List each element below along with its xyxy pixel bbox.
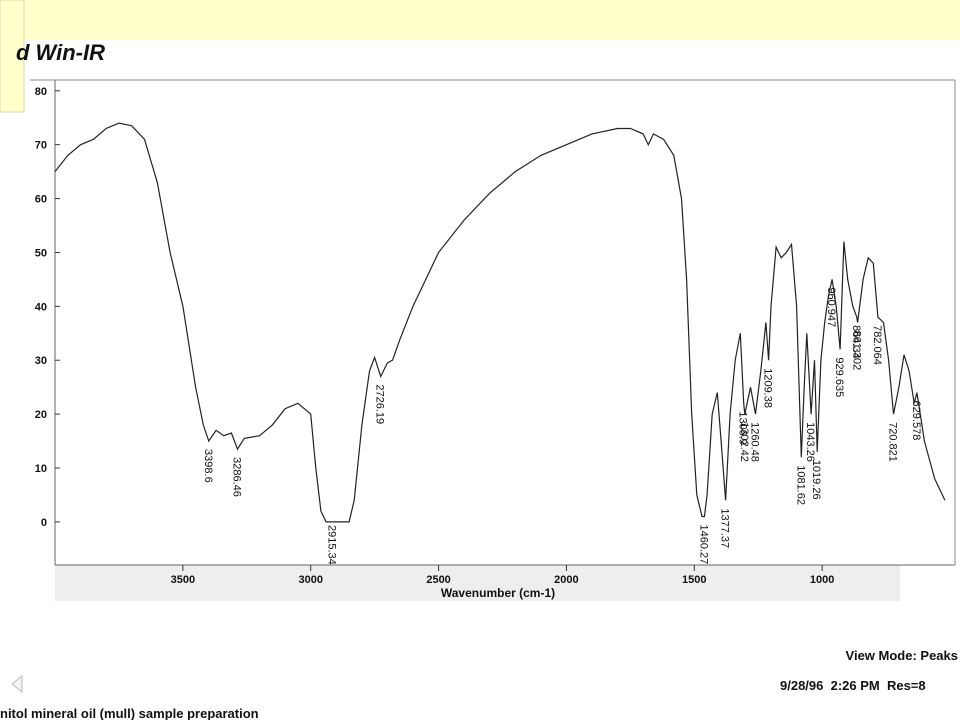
spectrum-line — [54, 122, 946, 523]
peak-label: 2915.34 — [325, 525, 337, 565]
sample-note: nitol mineral oil (mull) sample preparat… — [0, 706, 259, 720]
x-axis-label: Wavenumber (cm-1) — [441, 586, 555, 600]
x-tick-label: 1000 — [810, 574, 834, 586]
peak-label: 782.064 — [871, 325, 883, 365]
banner — [0, 0, 960, 40]
peak-label: 1377.37 — [719, 508, 731, 548]
peak-label: 2726.19 — [374, 384, 386, 424]
view-mode: View Mode: Peaks — [846, 648, 958, 663]
x-tick-label: 1500 — [682, 574, 706, 586]
y-tick-label: 40 — [35, 301, 47, 313]
peak-label: 1306.9 — [737, 411, 749, 445]
y-tick-label: 10 — [35, 463, 47, 475]
peak-label: 629.578 — [910, 401, 922, 441]
peak-label: 960.947 — [825, 287, 837, 327]
peak-label: 929.635 — [833, 357, 845, 397]
title: d Win-IR — [16, 40, 105, 65]
x-tick-label: 2000 — [554, 574, 578, 586]
peak-label: 1302.42 — [738, 422, 750, 462]
peak-label: 3286.46 — [230, 457, 242, 497]
y-tick-label: 70 — [35, 140, 47, 152]
timestamp: 9/28/96 2:26 PM Res=8 — [780, 678, 926, 693]
peak-label: 1043.26 — [804, 422, 816, 462]
peak-label: 864.34 — [850, 325, 862, 359]
peak-label: 720.821 — [887, 422, 899, 462]
peak-label: 3398.6 — [202, 449, 214, 483]
peak-label: 861.302 — [851, 331, 863, 371]
banner-tab — [0, 0, 25, 113]
x-tick-label: 2500 — [426, 574, 450, 586]
y-tick-label: 30 — [35, 355, 47, 367]
peak-label: 1019.26 — [810, 460, 822, 500]
y-tick-label: 60 — [35, 194, 47, 206]
y-tick-label: 50 — [35, 247, 47, 259]
y-tick-label: 20 — [35, 409, 47, 421]
y-tick-label: 0 — [41, 517, 47, 529]
back-arrow[interactable] — [11, 674, 23, 694]
axis-band — [55, 565, 900, 601]
peak-label: 1209.38 — [762, 368, 774, 408]
peak-label: 1081.62 — [794, 465, 806, 505]
peak-label: 1260.48 — [749, 422, 761, 462]
y-tick-label: 80 — [35, 86, 47, 98]
x-tick-label: 3000 — [298, 574, 322, 586]
peak-label: 1460.27 — [697, 525, 709, 565]
x-tick-label: 3500 — [171, 574, 195, 586]
